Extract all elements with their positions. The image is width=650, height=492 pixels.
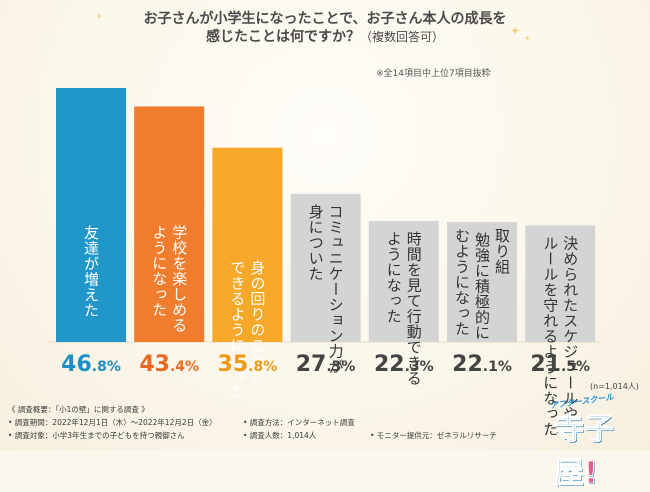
bar-6-label: 勉強に積極的に (473, 232, 491, 340)
bar-3-label: できるようになった (228, 260, 246, 400)
footer-provider: • モニター提供元：ゼネラルリサーチ (370, 431, 497, 440)
survey-footer: 《 調査概要：「小1の壁」に関する調査 》 • 調査期間：2022年12月1日（… (0, 396, 650, 450)
bar-1 (56, 88, 126, 342)
footer-count: • 調査人数：1,014人 (243, 431, 317, 440)
chart-title: お子さんが小学生になったことで、お子さん本人の成長を 感じたことは何ですか？（複… (0, 10, 650, 46)
bar-2-label: ようになった (150, 224, 168, 317)
bar-7-label: ルールを守れるようになった (541, 235, 559, 436)
footer-method: • 調査方法：インターネット調査 (243, 418, 355, 427)
bar-4 (290, 193, 361, 342)
sparkle-icon: ✦ (96, 12, 103, 21)
value-label-7: 21.5% (530, 352, 590, 377)
bar-6 (447, 222, 517, 342)
logo-bang: ! (584, 456, 599, 492)
title-line-2: 感じたことは何ですか？（複数回答可） (0, 28, 650, 46)
title-line-2-main: 感じたことは何ですか？ (205, 29, 360, 45)
bar-3-label: 身の回りのことが (248, 260, 266, 384)
sample-size-label: (n=1,014人) (590, 382, 639, 391)
chart-note: ※全14項目中上位7項目抜粋 (376, 69, 491, 79)
value-label-4: 27.3% (296, 352, 356, 377)
bar-6-label: むようになった (453, 228, 471, 336)
bar-4-label: 身についた (307, 204, 325, 281)
bar-3 (212, 147, 283, 342)
value-label-6: 22.1% (452, 352, 512, 377)
bar-2-label: 学校を楽しめる (170, 224, 188, 333)
footer-overview: 《 調査概要：「小1の壁」に関する調査 》 (8, 405, 149, 414)
bar-5-label: 時間を見て行動できる (405, 231, 423, 386)
footer-period: • 調査期間：2022年12月1日（木）〜2022年12月2日（金） (8, 418, 217, 427)
bar-2 (134, 106, 205, 342)
value-label-2: 43.4% (139, 352, 199, 377)
bar-7 (525, 225, 596, 342)
sparkle-icon: ✦ (524, 34, 531, 43)
terakoya-logo: アフタースクール 寺子屋! (548, 393, 646, 492)
footer-target: • 調査対象：小学3年生までの子どもを持つ親御さん (8, 431, 185, 440)
bar-7-label: 決められたスケジュールや (561, 235, 579, 421)
bar-5-label: ようになった (385, 231, 403, 324)
bar-1-label: 友達が増えた (82, 225, 100, 318)
value-label-5: 22.3% (374, 352, 434, 377)
bar-6-label: 取り組 (493, 228, 511, 274)
value-label-1: 46.8% (61, 352, 121, 377)
title-line-1: お子さんが小学生になったことで、お子さん本人の成長を (143, 11, 507, 27)
sparkle-icon: ✦ (510, 24, 521, 38)
logo-text: 寺子屋! (554, 404, 646, 492)
bar-4-label: コミュニケーション力が (327, 204, 345, 374)
title-subnote: （複数回答可） (359, 30, 444, 44)
bar-5 (368, 220, 439, 342)
value-label-3: 35.8% (218, 352, 278, 377)
